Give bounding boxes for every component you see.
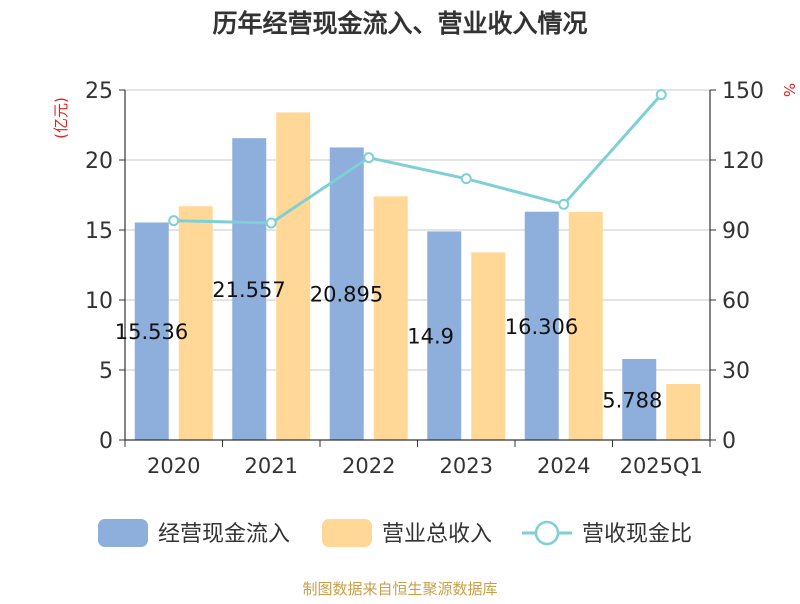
y-left-tick-label: 10 [85, 289, 113, 314]
bar-cash-inflow [524, 211, 559, 440]
x-tick-label: 2020 [147, 454, 200, 478]
y-right-tick-label: 0 [722, 429, 736, 454]
y-right-tick-label: 60 [722, 289, 750, 314]
legend-swatch-revenue [322, 519, 372, 547]
y-left-tick-label: 25 [85, 79, 113, 104]
legend-label: 经营现金流入 [158, 522, 290, 547]
legend-label: 营收现金比 [582, 522, 692, 547]
y-right-axis-label: % [780, 83, 798, 97]
ratio-point [363, 152, 375, 164]
y-right-tick-label: 90 [722, 219, 750, 244]
data-label: 5.788 [602, 388, 662, 412]
y-left-tick-label: 0 [99, 429, 113, 454]
ratio-point [558, 198, 570, 210]
gridlines [125, 89, 710, 371]
data-label: 21.557 [212, 278, 285, 302]
bar-revenue [568, 211, 603, 440]
legend-swatch-cash-inflow [98, 519, 148, 547]
bar-revenue [373, 196, 408, 440]
legend: 经营现金流入 营业总收入 营收现金比 [98, 519, 692, 547]
legend-label: 营业总收入 [382, 522, 492, 547]
ratio-point [460, 173, 472, 185]
x-tick-label: 2025Q1 [620, 454, 703, 478]
x-tick-label: 2024 [537, 454, 590, 478]
ratio-line-path [173, 93, 663, 225]
bar-revenue [666, 384, 701, 440]
ratio-point [655, 89, 667, 101]
legend-swatch-ratio-marker [534, 520, 560, 546]
ratio-point [265, 217, 277, 229]
y-right-tick-label: 120 [722, 149, 764, 174]
data-label: 16.306 [505, 315, 578, 339]
bar-cash-inflow [622, 358, 657, 440]
bars [134, 112, 701, 441]
y-left-tick-label: 15 [85, 219, 113, 244]
data-label: 14.9 [407, 325, 454, 349]
x-tick-label: 2021 [245, 454, 298, 478]
ratio-point [168, 215, 180, 227]
data-label: 20.895 [310, 283, 383, 307]
source-note: 制图数据来自恒生聚源数据库 [302, 580, 497, 598]
y-right-tick-label: 150 [722, 79, 764, 104]
bar-cash-inflow [427, 231, 462, 440]
axes: 0 5 10 15 20 25 0 30 60 90 120 150 2020 2021 2022 2023 2… [85, 79, 764, 478]
bar-revenue [178, 206, 213, 440]
bar-cash-inflow [134, 222, 169, 440]
x-tick-label: 2022 [342, 454, 395, 478]
x-tick-label: 2023 [440, 454, 493, 478]
data-label: 15.536 [115, 320, 188, 344]
y-left-tick-label: 20 [85, 149, 113, 174]
bar-cash-inflow [232, 138, 267, 440]
chart-title: 历年经营现金流入、营业收入情况 [212, 9, 587, 38]
y-left-axis-label: (亿元) [52, 97, 70, 139]
bar-revenue [471, 252, 506, 440]
y-right-tick-label: 30 [722, 359, 750, 384]
bar-cash-inflow [329, 147, 364, 440]
bar-revenue [276, 112, 311, 441]
y-left-tick-label: 5 [99, 359, 113, 384]
data-labels: 15.536 21.557 20.895 14.9 16.306 5.788 [115, 278, 663, 412]
ratio-line [168, 89, 667, 229]
